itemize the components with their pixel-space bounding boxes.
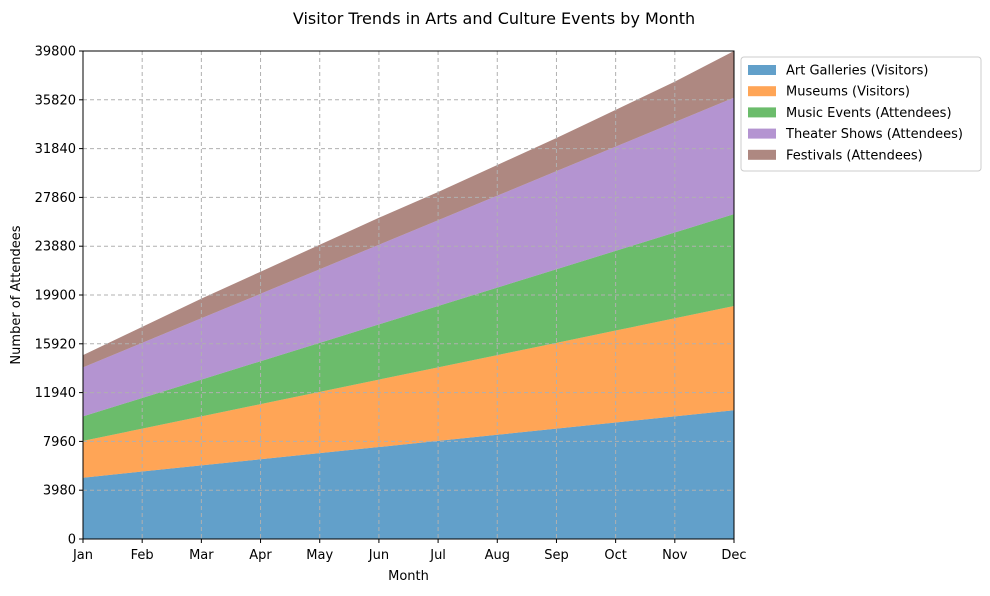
x-tick-label: Oct [604,548,626,563]
y-tick-label: 11940 [35,386,76,401]
chart-title: Visitor Trends in Arts and Culture Event… [293,9,695,28]
y-tick-label: 7960 [43,435,76,450]
area-series-2 [83,306,734,478]
legend-label-1: Art Galleries (Visitors) [786,64,929,79]
y-tick-label: 19900 [35,289,76,304]
legend-label-2: Museums (Visitors) [786,85,910,100]
legend-box [740,56,982,172]
legend: Art Galleries (Visitors) Museums (Visitor… [740,56,982,172]
legend-swatch-1 [748,65,776,75]
x-tick-label: Jul [429,548,446,563]
y-tick-label: 39800 [35,45,76,60]
x-tick-label: Jan [72,548,93,563]
legend-swatch-5 [748,149,776,160]
x-axis-label: Month [388,569,429,584]
area-series-1 [83,410,734,539]
area-series-3 [83,214,734,441]
x-tick-label: Sep [544,548,569,563]
x-tick-label: Apr [249,548,272,563]
legend-label-5: Festivals (Attendees) [786,148,923,163]
y-tick-label: 23880 [35,240,76,255]
ticks-layer: 0 3980 7960 11940 15920 19900 23880 27860 31840 3… [35,45,747,564]
y-axis-label: Number of Attendees [9,225,24,364]
x-tick-label: Feb [131,548,154,563]
legend-label-4: Theater Shows (Attendees) [785,127,963,142]
x-tick-label: Dec [721,548,746,563]
area-series-5 [83,51,734,368]
y-tick-label: 0 [68,533,76,548]
legend-label-3: Music Events (Attendees) [786,106,952,121]
areas-layer [83,51,734,539]
legend-swatch-4 [748,128,776,139]
y-tick-label: 31840 [35,142,76,157]
y-tick-label: 27860 [35,191,76,206]
x-tick-label: Nov [662,548,688,563]
legend-swatch-3 [748,107,776,118]
x-tick-label: Mar [189,548,214,563]
area-series-4 [83,97,734,417]
x-tick-label: May [306,548,333,563]
legend-swatch-2 [748,86,776,97]
y-tick-label: 15920 [35,337,76,352]
y-tick-label: 35820 [35,93,76,108]
x-tick-label: Aug [485,548,510,563]
y-tick-label: 3980 [43,484,76,499]
x-tick-label: Jun [368,548,389,563]
